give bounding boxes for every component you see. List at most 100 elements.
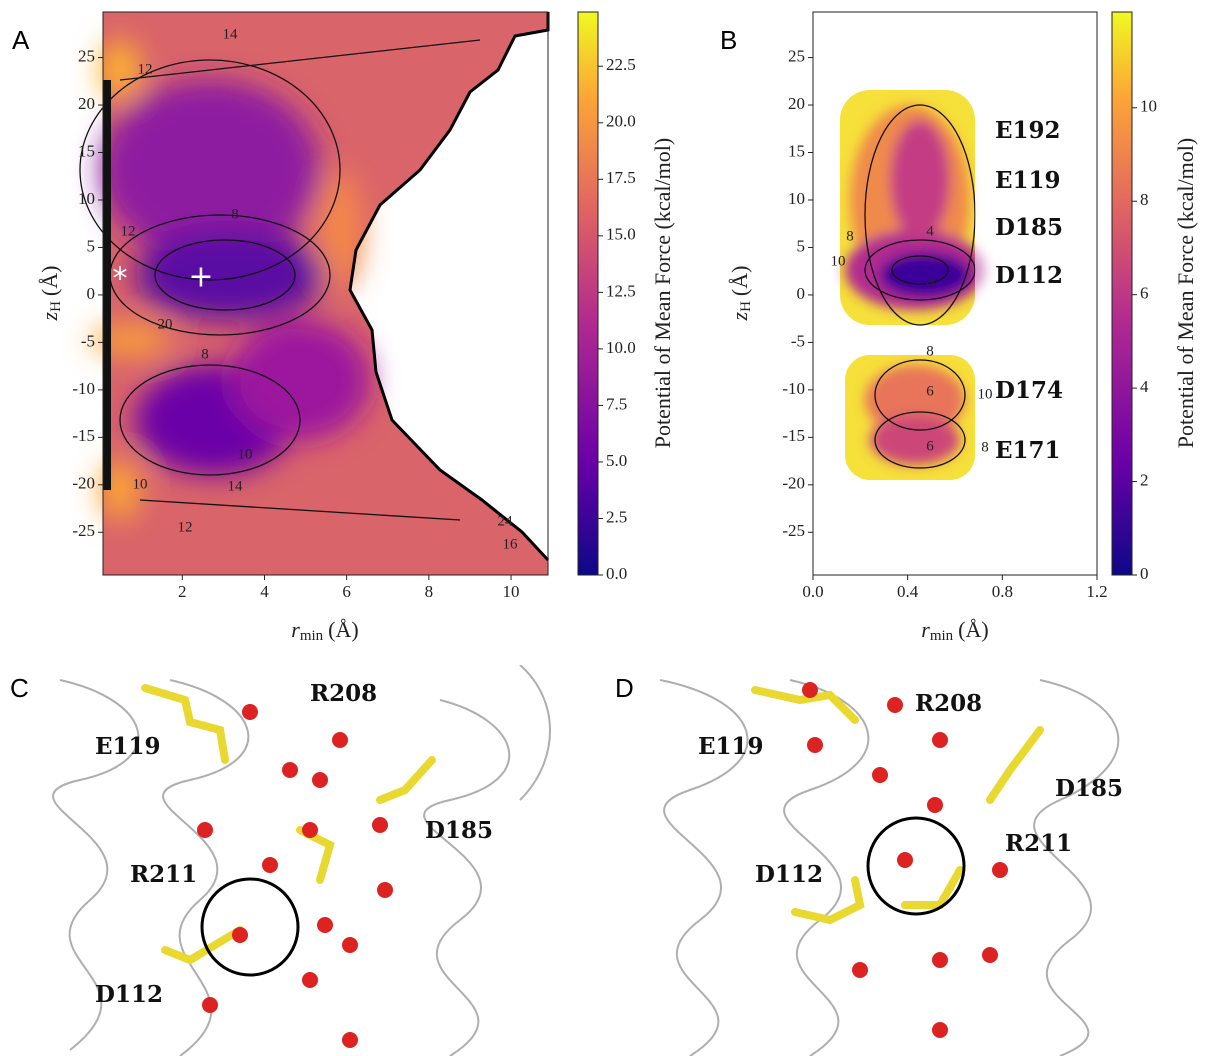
residue-label: D174 xyxy=(995,377,1063,404)
panel-label: A xyxy=(12,25,30,55)
contour-label: 8 xyxy=(981,439,989,455)
contour-label: 20 xyxy=(158,316,173,332)
y-tick-label: -20 xyxy=(72,474,95,493)
contour-label: 4 xyxy=(926,223,934,239)
residue-label: D185 xyxy=(425,817,493,844)
residue-label: R211 xyxy=(130,861,197,888)
y-tick-label: -5 xyxy=(791,331,805,350)
contour-label: 14 xyxy=(223,26,239,42)
residue-label: R208 xyxy=(310,680,377,707)
y-tick-label: 0 xyxy=(797,284,806,303)
colorbar-tick-label: 10 xyxy=(1140,97,1157,116)
colorbar-tick-label: 4 xyxy=(1140,377,1149,396)
colorbar xyxy=(578,12,598,575)
axis-label-part: z xyxy=(37,311,62,321)
residue-label: D112 xyxy=(95,981,163,1008)
y-tick-label: 5 xyxy=(797,236,806,255)
contour-label: 6 xyxy=(926,383,934,399)
y-tick-label: -5 xyxy=(81,331,95,350)
marker: + xyxy=(188,260,213,295)
axis-label-part: H xyxy=(48,301,64,312)
y-tick-label: 0 xyxy=(87,284,96,303)
colorbar-tick-label: 17.5 xyxy=(606,168,636,187)
axis-label-part: (Å) xyxy=(37,266,62,297)
axis-label: zH (Å) xyxy=(37,266,64,322)
residue-label: E119 xyxy=(95,733,161,760)
figure: A246810-25-20-15-10-50510152025rmin(Å)zH… xyxy=(0,0,1207,1056)
residue-label: R208 xyxy=(915,690,982,717)
colorbar-tick-label: 15.0 xyxy=(606,225,636,244)
residue-label: R211 xyxy=(1005,830,1072,857)
contour-label: 8 xyxy=(201,346,209,362)
contour-label: 8 xyxy=(926,343,934,359)
marker: * xyxy=(113,262,128,297)
x-tick-label: 8 xyxy=(425,582,434,601)
y-tick-label: 10 xyxy=(788,189,805,208)
contour-label: 12 xyxy=(138,61,153,77)
residue-label: D112 xyxy=(755,861,823,888)
axis-label-part: z xyxy=(727,311,752,321)
panel-label: D xyxy=(615,673,634,703)
colorbar-tick-label: 0 xyxy=(1140,564,1149,583)
colorbar-tick-label: 7.5 xyxy=(606,394,627,413)
residue-label: D185 xyxy=(995,214,1063,241)
x-tick-label: 6 xyxy=(342,582,351,601)
colorbar-tick-label: 2.5 xyxy=(606,507,627,526)
axis-label-part: min xyxy=(930,628,954,644)
x-tick-label: 2 xyxy=(178,582,187,601)
y-tick-label: -15 xyxy=(72,426,95,445)
colorbar-tick-label: 8 xyxy=(1140,190,1149,209)
residue-label: D185 xyxy=(1055,775,1123,802)
axis-label: zH (Å) xyxy=(727,266,754,322)
y-tick-label: 10 xyxy=(78,189,95,208)
colorbar-tick-label: 5.0 xyxy=(606,451,627,470)
residue-label: E119 xyxy=(995,167,1061,194)
residue-label: E171 xyxy=(995,437,1061,464)
contour-label: 16 xyxy=(503,536,519,552)
y-tick-label: -10 xyxy=(782,379,805,398)
axis-label: rmin(Å) xyxy=(291,617,358,644)
y-tick-label: -20 xyxy=(782,474,805,493)
structure-d xyxy=(640,665,1207,1056)
heatmap-a xyxy=(80,12,548,575)
residue-label: D112 xyxy=(995,262,1063,289)
y-tick-label: 20 xyxy=(78,94,95,113)
y-tick-label: -25 xyxy=(782,521,805,540)
y-tick-label: 25 xyxy=(788,46,805,65)
colorbar-tick-label: 0.0 xyxy=(606,564,627,583)
x-tick-label: 1.2 xyxy=(1086,582,1107,601)
contour-label: 12 xyxy=(121,223,136,239)
colorbar-tick-label: 10.0 xyxy=(606,338,636,357)
colorbar-label: Potential of Mean Force (kcal/mol) xyxy=(1173,138,1198,448)
x-tick-label: 0.0 xyxy=(802,582,823,601)
contour-label: 0 xyxy=(926,274,934,290)
y-tick-label: 20 xyxy=(788,94,805,113)
contour-label: 10 xyxy=(133,476,148,492)
axis-label: rmin(Å) xyxy=(921,617,988,644)
heatmap-b xyxy=(840,90,1097,490)
axis-label-part: (Å) xyxy=(727,266,752,297)
colorbar-tick-label: 22.5 xyxy=(606,55,636,74)
y-tick-label: -25 xyxy=(72,521,95,540)
colorbar-tick-label: 20.0 xyxy=(606,112,636,131)
colorbar xyxy=(1112,12,1132,575)
panel-label: C xyxy=(10,673,29,703)
x-tick-label: 4 xyxy=(260,582,269,601)
y-tick-label: 5 xyxy=(87,236,96,255)
y-tick-label: -10 xyxy=(72,379,95,398)
contour-label: 10 xyxy=(978,386,993,402)
colorbar-label: Potential of Mean Force (kcal/mol) xyxy=(650,138,675,448)
y-tick-label: 15 xyxy=(788,141,805,160)
y-tick-label: 15 xyxy=(78,141,95,160)
x-tick-label: 0.4 xyxy=(897,582,919,601)
y-tick-label: 25 xyxy=(78,46,95,65)
contour-label: 10 xyxy=(238,446,253,462)
x-tick-label: 0.8 xyxy=(992,582,1013,601)
contour-label: 12 xyxy=(178,519,193,535)
axis-label-part: min xyxy=(300,628,324,644)
contour-label: 8 xyxy=(231,206,239,222)
colorbar-tick-label: 6 xyxy=(1140,284,1149,303)
x-tick-label: 10 xyxy=(503,582,520,601)
contour-label: 6 xyxy=(926,438,934,454)
axis-label-part: H xyxy=(738,301,754,312)
